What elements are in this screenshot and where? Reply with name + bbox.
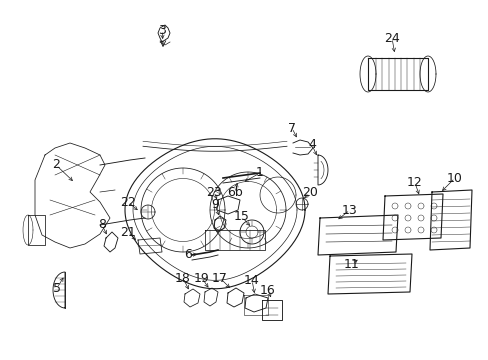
Text: 4: 4 [307,139,315,152]
Text: 12: 12 [407,176,422,189]
Text: 10: 10 [446,171,462,184]
Text: 15: 15 [234,211,249,224]
Text: 14: 14 [244,274,259,287]
Text: 17: 17 [212,271,227,284]
Text: 19: 19 [194,271,209,284]
Text: 11: 11 [344,257,359,270]
Text: 6b: 6b [226,186,243,199]
Text: 18: 18 [175,271,190,284]
Text: 21: 21 [120,225,136,238]
Text: 6: 6 [183,248,192,261]
Text: 2: 2 [52,158,60,171]
Text: 24: 24 [384,31,399,45]
Text: 22: 22 [120,195,136,208]
Text: 1: 1 [256,166,264,180]
Text: 16: 16 [260,284,275,297]
Text: 9: 9 [211,198,219,211]
Text: 13: 13 [342,203,357,216]
Text: 5: 5 [53,282,61,294]
Text: 8: 8 [98,219,106,231]
Text: 20: 20 [302,186,317,199]
Text: 23: 23 [206,185,222,198]
Text: 3: 3 [158,23,165,36]
Text: 7: 7 [287,122,295,135]
